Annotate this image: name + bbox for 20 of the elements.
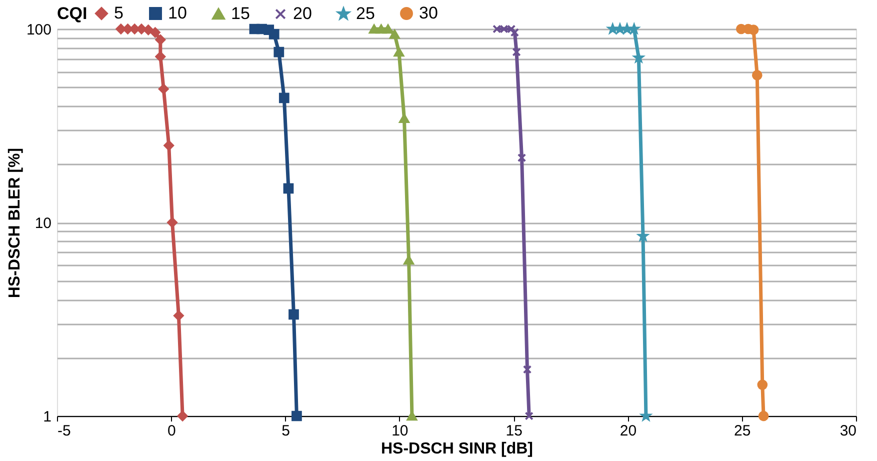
legend-label: 30: [419, 4, 438, 23]
y-axis-title: HS-DSCH BLER [%]: [6, 148, 24, 298]
x-tick-label: 25: [734, 422, 751, 440]
x-axis-title: HS-DSCH SINR [dB]: [381, 440, 533, 458]
legend-label: 15: [231, 4, 250, 23]
x-tick-label: -5: [58, 422, 71, 440]
legend-title: CQI: [57, 4, 88, 23]
legend-label: 20: [293, 4, 312, 24]
y-tick-label: 1: [43, 408, 52, 426]
legend-label: 25: [356, 4, 375, 24]
legend-label: 5: [114, 4, 124, 23]
x-tick-label: 30: [840, 422, 856, 440]
x-tick-label: 5: [282, 422, 290, 440]
y-tick-label: 10: [34, 215, 52, 232]
y-tick-label: 100: [26, 22, 52, 38]
x-tick-label: 0: [167, 422, 176, 440]
x-tick-label: 10: [392, 422, 408, 440]
x-tick-label: 20: [620, 422, 637, 440]
x-tick-label: 15: [506, 422, 522, 440]
legend-label: 10: [168, 4, 187, 23]
